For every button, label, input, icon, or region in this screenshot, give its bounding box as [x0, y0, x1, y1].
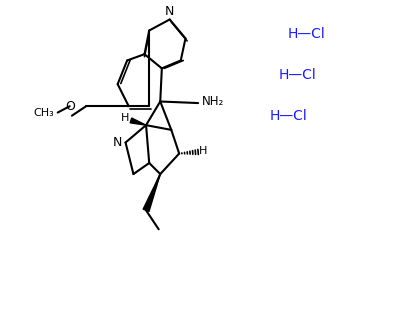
Polygon shape [143, 174, 160, 211]
Polygon shape [130, 118, 146, 125]
Text: H: H [121, 113, 130, 123]
Text: H—Cl: H—Cl [288, 27, 326, 41]
Text: N: N [165, 5, 174, 18]
Text: H—Cl: H—Cl [279, 68, 316, 82]
Text: H—Cl: H—Cl [269, 109, 307, 123]
Text: N: N [113, 136, 122, 149]
Text: CH₃: CH₃ [33, 108, 54, 118]
Text: NH₂: NH₂ [202, 95, 225, 108]
Text: O: O [65, 100, 75, 113]
Text: H: H [199, 146, 207, 156]
